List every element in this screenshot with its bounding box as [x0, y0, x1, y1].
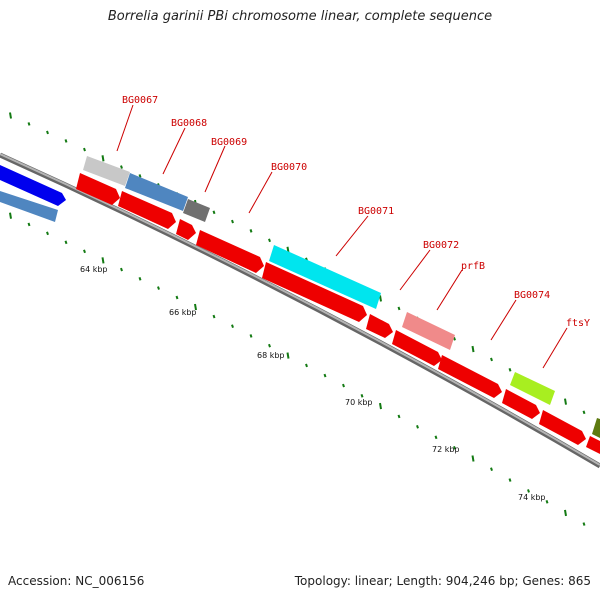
feature-bg0071: [269, 245, 381, 309]
tick-mark: [83, 249, 86, 254]
tick-mark: [249, 334, 253, 338]
tick-mark: [120, 165, 123, 169]
tick-mark: [508, 478, 512, 482]
tick-mark: [9, 212, 12, 219]
tick-mark: [157, 286, 160, 290]
gene-label-prfb: prfB: [461, 261, 485, 272]
tick-mark: [46, 231, 49, 236]
feature-bg0067: [83, 156, 130, 186]
tick-mark: [194, 303, 197, 311]
tick-mark: [27, 222, 31, 227]
gene-label-bg0070: BG0070: [271, 162, 307, 173]
tick-mark: [471, 345, 475, 353]
tick-mark: [490, 467, 493, 472]
feature-bg0068: [125, 173, 188, 211]
tick-mark: [249, 229, 253, 233]
ruler-label: 66 kbp: [169, 308, 197, 317]
gene-label-bg0069: BG0069: [211, 137, 247, 148]
tick-mark: [9, 112, 12, 119]
tick-mark: [83, 147, 86, 152]
ruler-label: 74 kbp: [518, 493, 546, 502]
tick-mark: [471, 455, 475, 462]
chromosome-backbone: [0, 152, 600, 469]
cds-arrow: [392, 330, 442, 366]
tick-mark: [397, 306, 401, 311]
tick-mark: [231, 219, 234, 224]
tick-mark: [379, 402, 382, 410]
tick-mark: [305, 363, 308, 368]
tick-mark: [434, 435, 438, 440]
gene-labels: BG0067 BG0068 BG0069 BG0070 BG0071 BG007…: [122, 95, 590, 329]
tick-mark: [120, 267, 123, 272]
tick-mark: [138, 276, 142, 281]
feature-bg0069: [183, 199, 210, 222]
ruler-label: 72 kbp: [432, 445, 460, 454]
tick-mark: [582, 410, 586, 415]
ruler-labels: 64 kbp 66 kbp 68 kbp 70 kbp 72 kbp 74 kb…: [80, 265, 546, 502]
tick-mark: [582, 522, 586, 526]
cds-arrow: [76, 173, 120, 205]
tick-mark: [490, 357, 493, 362]
tick-mark: [379, 295, 382, 302]
label-leaders: [116, 104, 568, 369]
tick-mark: [342, 383, 345, 388]
ruler-label: 64 kbp: [80, 265, 108, 274]
tick-mark: [397, 414, 401, 419]
tick-mark: [64, 240, 68, 245]
cds-arrow: [366, 314, 393, 338]
tick-mark: [268, 343, 271, 348]
gene-label-bg0067: BG0067: [122, 95, 158, 106]
tick-mark: [212, 314, 216, 319]
gene-label-bg0074: BG0074: [514, 290, 550, 301]
tick-mark: [212, 210, 216, 215]
ruler-label: 70 kbp: [345, 398, 373, 407]
cds-arrow: [176, 219, 196, 240]
cds-arrow: [196, 230, 264, 273]
tick-mark: [46, 130, 49, 135]
cds-arrow: [502, 389, 540, 419]
feature-steelblue-partial: [0, 191, 58, 222]
gene-label-ftsy: ftsY: [566, 318, 590, 329]
tick-mark: [360, 393, 364, 398]
tick-mark: [101, 155, 105, 162]
tick-mark: [175, 295, 179, 300]
cds-track: [76, 173, 600, 454]
tick-mark: [453, 446, 456, 450]
cds-arrow: [262, 262, 367, 322]
map-title: Borrelia garinii PBi chromosome linear, …: [107, 9, 493, 24]
tick-mark: [268, 238, 271, 243]
tick-mark: [138, 174, 142, 178]
gene-label-bg0068: BG0068: [171, 118, 207, 129]
accession-text: Accession: NC_006156: [8, 574, 145, 588]
tick-mark: [27, 122, 31, 126]
tick-mark: [508, 368, 512, 372]
tick-mark: [231, 324, 234, 328]
tick-mark: [416, 424, 419, 429]
feature-prfb: [402, 312, 455, 350]
gene-label-bg0071: BG0071: [358, 206, 394, 217]
sequence-summary: Topology: linear; Length: 904,246 bp; Ge…: [294, 574, 591, 588]
tick-mark: [453, 336, 456, 341]
feature-ftsy: [510, 372, 555, 405]
tick-mark: [323, 373, 327, 378]
cds-arrow: [438, 355, 502, 398]
feature-olive-partial: [592, 418, 600, 438]
tick-mark: [101, 257, 105, 264]
cds-arrow: [586, 436, 600, 454]
feature-blue-partial: [0, 165, 66, 206]
tick-mark: [564, 398, 567, 405]
gene-label-bg0072: BG0072: [423, 240, 459, 251]
cds-arrow: [539, 410, 586, 445]
cds-arrow: [118, 191, 176, 229]
tick-mark: [564, 509, 567, 517]
tick-mark: [545, 500, 549, 504]
tick-mark: [286, 352, 290, 359]
tick-mark: [64, 139, 68, 143]
ruler-label: 68 kbp: [257, 351, 285, 360]
tick-mark: [527, 489, 530, 493]
